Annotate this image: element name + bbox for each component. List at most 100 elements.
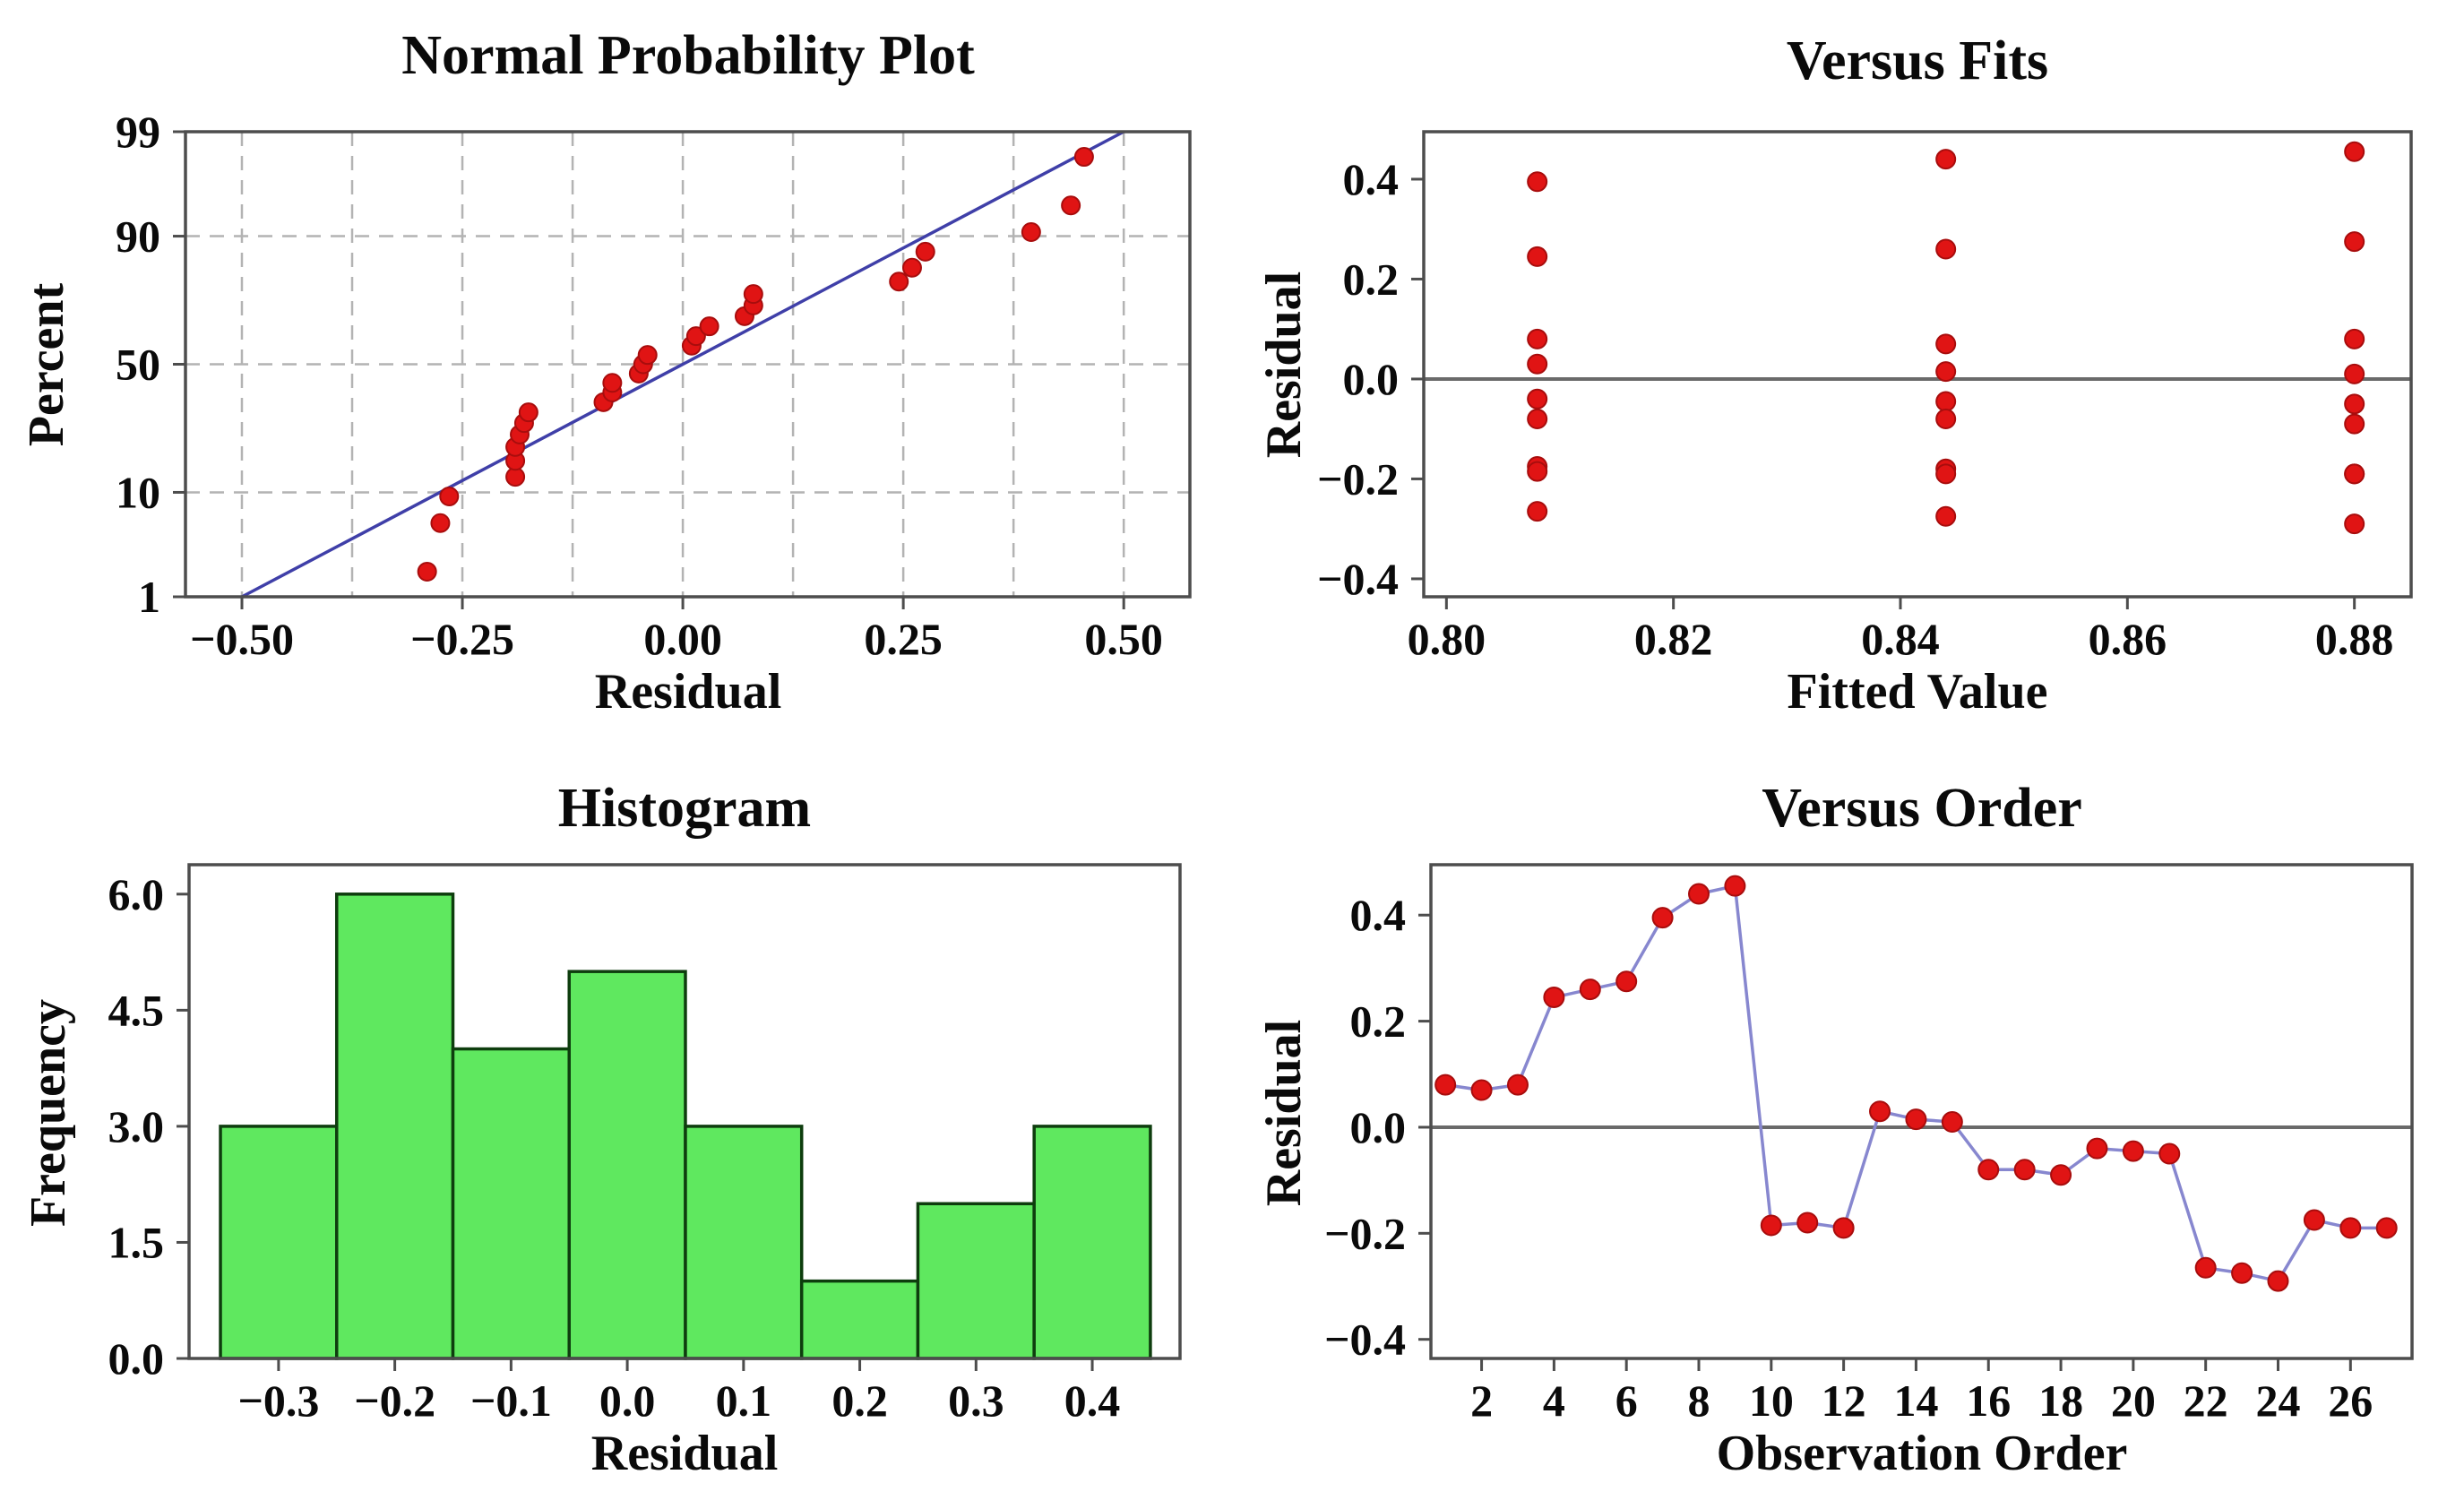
histogram-bar <box>567 970 687 1360</box>
data-point <box>1832 1217 1855 1239</box>
x-tick-label: 0.50 <box>1084 614 1163 664</box>
data-point <box>2375 1217 2398 1239</box>
x-tick-label: 0.0 <box>599 1375 656 1426</box>
data-point <box>1935 505 1957 527</box>
x-tick-label: 8 <box>1688 1375 1710 1426</box>
y-tick-label: −0.2 <box>1324 1208 1406 1258</box>
data-point <box>430 513 451 533</box>
data-point <box>699 316 719 337</box>
data-point <box>1021 221 1041 242</box>
data-point <box>1760 1214 1782 1237</box>
data-point <box>2231 1262 2253 1284</box>
x-tick-label: 0.3 <box>948 1375 1004 1426</box>
histogram-bar <box>916 1202 1036 1360</box>
data-point <box>1527 409 1548 430</box>
data-point <box>1527 461 1548 482</box>
data-point <box>2344 463 2365 485</box>
data-point <box>2344 231 2365 253</box>
x-tick-label: 14 <box>1893 1375 1938 1426</box>
data-point <box>1073 147 1094 168</box>
y-tick-label: 6.0 <box>108 869 165 919</box>
x-tick-label: 26 <box>2328 1375 2373 1426</box>
histogram-x-axis-label: Residual <box>590 1426 779 1481</box>
y-tick-label: 10 <box>116 467 160 517</box>
versus-fits-x-axis-label: Fitted Value <box>1787 664 2048 720</box>
x-tick-label: 0.2 <box>831 1375 888 1426</box>
y-tick-label: 99 <box>116 107 160 157</box>
data-point <box>417 561 437 582</box>
x-tick-label: 2 <box>1470 1375 1493 1426</box>
data-point <box>2303 1209 2325 1231</box>
data-point <box>1941 1111 1963 1134</box>
y-tick-label: 50 <box>116 340 160 390</box>
y-tick-label: 90 <box>116 211 160 262</box>
y-tick-label: −0.4 <box>1317 554 1399 604</box>
data-point <box>2050 1164 2072 1186</box>
y-tick-label: −0.2 <box>1317 453 1399 504</box>
data-point <box>1527 171 1548 193</box>
data-point <box>915 241 935 262</box>
data-point <box>1527 328 1548 349</box>
plot-frame <box>187 863 1182 1360</box>
data-point <box>685 326 706 347</box>
y-tick-label: 3.0 <box>108 1101 165 1151</box>
versus-fits-y-axis-label: Residual <box>1256 271 1312 459</box>
x-tick-label: 16 <box>1966 1375 2011 1426</box>
data-point <box>2344 413 2365 435</box>
versus-order-y-axis-label: Residual <box>1256 1019 1312 1207</box>
histogram-bar <box>335 892 455 1360</box>
plot-frame <box>1422 130 2413 599</box>
data-point <box>518 402 538 423</box>
plot-frame <box>1429 863 2414 1360</box>
y-tick-label: 1.5 <box>108 1217 165 1267</box>
x-tick-label: 0.1 <box>716 1375 772 1426</box>
x-tick-label: 0.84 <box>1861 614 1940 664</box>
x-tick-label: −0.3 <box>237 1375 319 1426</box>
data-point <box>1470 1079 1493 1101</box>
connector-line <box>1444 884 2387 1283</box>
data-point <box>1935 333 1957 355</box>
data-point <box>1615 970 1638 993</box>
data-point <box>1651 907 1674 929</box>
histogram-panel: −0.3 −0.2 −0.1 0.0 0.1 0.2 0.3 0.4 0.0 1.5 3.0 4.5 6… <box>0 754 1232 1509</box>
histogram-plot-canvas: −0.3 −0.2 −0.1 0.0 0.1 0.2 0.3 0.4 0.0 1.5 3.0 4.5 6… <box>108 863 1182 1426</box>
data-point <box>1905 1108 1927 1131</box>
data-point <box>2267 1270 2289 1292</box>
x-tick-label: −0.50 <box>190 614 294 664</box>
histogram-bar <box>799 1279 920 1360</box>
data-point <box>1061 195 1081 216</box>
data-point <box>1527 246 1548 267</box>
y-tick-label: 1 <box>138 572 160 622</box>
y-tick-label: 4.5 <box>108 985 165 1035</box>
x-tick-label: 0.25 <box>864 614 943 664</box>
histogram-bar <box>451 1047 571 1360</box>
data-point <box>1506 1074 1529 1096</box>
y-tick-label: 0.0 <box>1343 354 1400 404</box>
x-tick-label: 0.4 <box>1064 1375 1121 1426</box>
data-point <box>1935 409 1957 430</box>
data-point <box>2344 328 2365 349</box>
data-point <box>901 257 922 278</box>
data-point <box>1434 1074 1457 1096</box>
data-point <box>2344 393 2365 415</box>
data-point <box>743 284 763 305</box>
x-tick-label: 0.88 <box>2315 614 2394 664</box>
data-point <box>1977 1159 2000 1181</box>
data-point <box>2086 1137 2108 1160</box>
data-point <box>1688 883 1710 905</box>
x-tick-label: −0.1 <box>470 1375 552 1426</box>
versus-fits-title: Versus Fits <box>1786 30 2049 91</box>
x-tick-label: 22 <box>2184 1375 2228 1426</box>
normal-fit-line <box>241 130 1125 599</box>
data-point <box>2344 363 2365 384</box>
y-tick-label: 0.2 <box>1350 996 1407 1047</box>
histogram-y-axis-label: Frequency <box>21 998 76 1228</box>
versus-order-panel: 2 4 6 8 10 12 14 16 18 20 22 24 26 −0.4 −0.2 0.0 0.2 0.4 … <box>1232 754 2464 1509</box>
data-point <box>602 373 623 393</box>
data-point <box>2122 1140 2144 1162</box>
data-point <box>1543 986 1565 1008</box>
x-tick-label: 6 <box>1615 1375 1638 1426</box>
histogram-title: Histogram <box>557 778 812 839</box>
normal-probability-plot-title: Normal Probability Plot <box>401 25 975 86</box>
